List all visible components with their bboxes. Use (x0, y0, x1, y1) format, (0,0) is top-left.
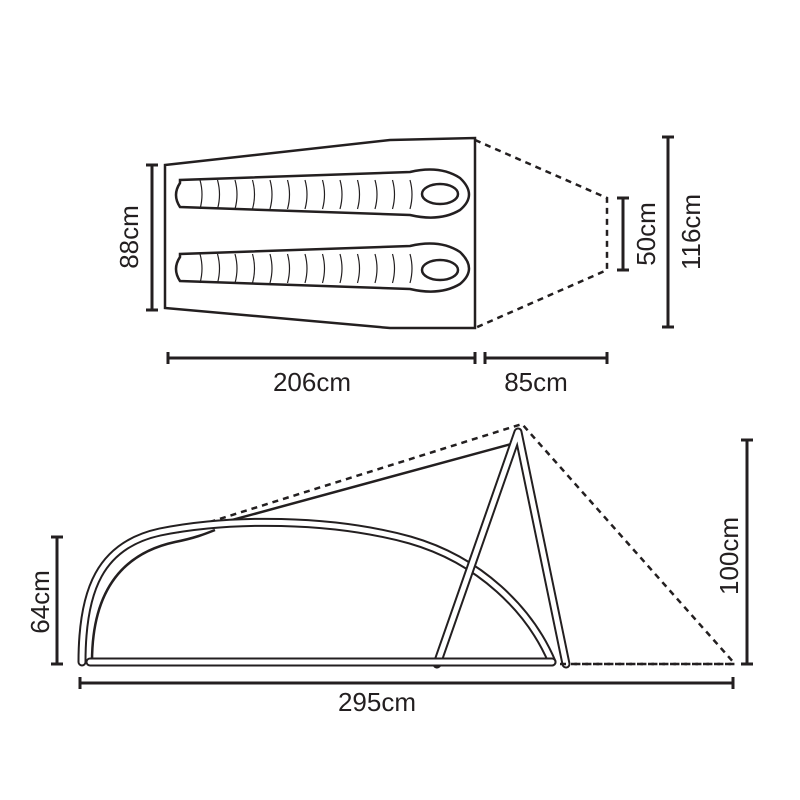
peak-height-dimension: 100cm (714, 438, 753, 666)
baffle-line (286, 179, 291, 210)
overall-width-dimension: 116cm (662, 135, 706, 329)
baffle-line (234, 179, 238, 210)
baffle-line (269, 253, 273, 284)
vestibule-length-label: 85cm (504, 367, 568, 397)
fly-outline (177, 422, 738, 666)
baffle-line (269, 179, 273, 210)
inner-arc (90, 528, 216, 663)
hood-opening (420, 258, 460, 282)
baffle-line (216, 253, 221, 284)
baffle-line (321, 179, 326, 210)
baffle-line (339, 179, 343, 210)
ridge-line (209, 441, 516, 528)
inner-height-dimension: 64cm (25, 535, 63, 666)
baffle-line (286, 253, 291, 284)
body-length-dimension: 206cm (166, 352, 477, 397)
sleeping-bag-top (174, 168, 471, 219)
vestibule-length-dimension: 85cm (483, 352, 609, 397)
side-view: 64cm 100cm 295cm (25, 422, 753, 717)
total-length-label: 295cm (338, 687, 416, 717)
baffle-line (356, 179, 361, 210)
front-strut-pole (432, 427, 571, 669)
baffle-line (391, 179, 396, 210)
baffle-line (234, 253, 238, 284)
vestibule-outline (474, 138, 609, 330)
inner-floor-outline (163, 136, 477, 330)
overall-width-label: 116cm (676, 194, 706, 270)
vestibule-end-width-dimension: 50cm (617, 196, 661, 272)
sleeping-bag-bottom (174, 242, 471, 293)
body-length-label: 206cm (273, 367, 351, 397)
baffle-line (321, 253, 326, 284)
baffle-line (304, 253, 308, 284)
baffle-line (409, 253, 413, 284)
baffle-line (374, 253, 378, 284)
top-view: 88cm 206cm 85cm 50cm 116cm (114, 135, 706, 397)
baffle-line (339, 253, 343, 284)
peak-height-label: 100cm (714, 517, 744, 595)
width-label: 88cm (114, 205, 144, 269)
baffle-line (374, 179, 378, 210)
baffle-line (199, 253, 203, 284)
baffle-line (199, 179, 203, 210)
baffle-line (304, 179, 308, 210)
baffle-line (216, 179, 221, 210)
baffle-line (251, 253, 256, 284)
baffle-line (356, 253, 361, 284)
baffle-line (251, 179, 256, 210)
hood-opening (420, 182, 460, 206)
vestibule-end-width-label: 50cm (631, 202, 661, 266)
hoop-pole (77, 517, 557, 667)
baffle-line (409, 179, 413, 210)
total-length-dimension: 295cm (78, 677, 735, 717)
baffle-line (391, 253, 396, 284)
width-dimension: 88cm (114, 163, 158, 312)
inner-height-label: 64cm (25, 570, 55, 634)
